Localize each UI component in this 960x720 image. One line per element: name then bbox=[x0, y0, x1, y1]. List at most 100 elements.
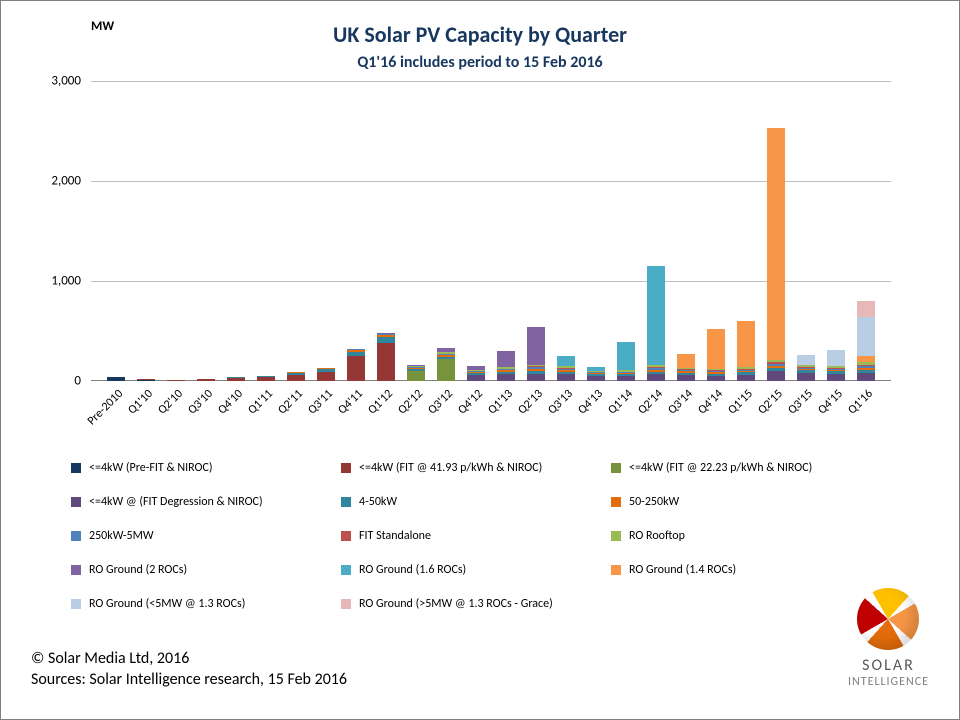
legend-item: FIT Standalone bbox=[341, 519, 611, 553]
legend-label: RO Ground (2 ROCs) bbox=[89, 563, 187, 577]
bar-segment bbox=[797, 355, 815, 365]
bar-segment bbox=[707, 370, 725, 371]
legend-item: RO Rooftop bbox=[611, 519, 881, 553]
bar bbox=[467, 366, 485, 381]
legend-swatch-icon bbox=[341, 463, 351, 473]
legend-label: RO Rooftop bbox=[629, 529, 685, 543]
bar-segment bbox=[557, 356, 575, 366]
legend-label: 4-50kW bbox=[359, 495, 397, 509]
bar bbox=[347, 349, 365, 381]
bar-segment bbox=[677, 354, 695, 368]
bar-segment bbox=[437, 357, 455, 359]
bar bbox=[557, 356, 575, 381]
bar-segment bbox=[737, 371, 755, 373]
legend-swatch-icon bbox=[71, 565, 81, 575]
logo: SOLAR INTELLIGENCE bbox=[848, 588, 929, 689]
logo-text-2: INTELLIGENCE bbox=[848, 675, 929, 689]
x-tick-label: Q3'10 bbox=[186, 387, 216, 417]
bar-segment bbox=[737, 369, 755, 370]
bar bbox=[497, 351, 515, 381]
bar bbox=[587, 367, 605, 382]
legend-item: RO Ground (1.6 ROCs) bbox=[341, 553, 611, 587]
y-tick-label: 1,000 bbox=[21, 274, 81, 289]
bar-segment bbox=[767, 371, 785, 381]
bar-segment bbox=[617, 376, 635, 381]
bar-segment bbox=[677, 369, 695, 370]
bar-segment bbox=[707, 374, 725, 376]
x-tick-label: Q4'11 bbox=[336, 387, 366, 417]
bar-segment bbox=[287, 372, 305, 373]
legend-item: RO Ground (1.4 ROCs) bbox=[611, 553, 881, 587]
bar-segment bbox=[827, 369, 845, 370]
bar-segment bbox=[737, 375, 755, 381]
x-tick-label: Q2'13 bbox=[516, 387, 546, 417]
bar-segment bbox=[347, 352, 365, 356]
copyright: © Solar Media Ltd, 2016 bbox=[31, 649, 347, 670]
x-tick-label: Q2'11 bbox=[276, 387, 306, 417]
bar-segment bbox=[857, 362, 875, 365]
bar-segment bbox=[647, 367, 665, 368]
x-tick-label: Q4'12 bbox=[456, 387, 486, 417]
x-tick-label: Q2'12 bbox=[396, 387, 426, 417]
x-tick-label: Q3'13 bbox=[546, 387, 576, 417]
bar-segment bbox=[407, 366, 425, 367]
bar-segment bbox=[587, 374, 605, 376]
bar-segment bbox=[347, 349, 365, 350]
bar-segment bbox=[827, 366, 845, 368]
x-tick-label: Q3'15 bbox=[786, 387, 816, 417]
bar-segment bbox=[587, 371, 605, 372]
bar bbox=[167, 380, 185, 382]
bar-segment bbox=[287, 375, 305, 381]
sources: Sources: Solar Intelligence research, 15… bbox=[31, 670, 347, 691]
bar-segment bbox=[557, 372, 575, 374]
legend-item: <=4kW @ (FIT Degression & NIROC) bbox=[71, 485, 341, 519]
bar bbox=[137, 380, 155, 382]
legend-item: <=4kW (FIT @ 22.23 p/kWh & NIROC) bbox=[611, 451, 881, 485]
bar-segment bbox=[497, 367, 515, 369]
legend-item: 250kW-5MW bbox=[71, 519, 341, 553]
legend-swatch-icon bbox=[71, 599, 81, 609]
bar-segment bbox=[557, 368, 575, 369]
bar bbox=[377, 333, 395, 381]
bar bbox=[677, 354, 695, 382]
bar-segment bbox=[827, 370, 845, 372]
x-tick-label: Q4'13 bbox=[576, 387, 606, 417]
legend-item: <=4kW (Pre-FIT & NIROC) bbox=[71, 451, 341, 485]
bar-segment bbox=[407, 367, 425, 369]
bar-segment bbox=[647, 368, 665, 370]
bar bbox=[737, 321, 755, 382]
x-tick-label: Q4'10 bbox=[216, 387, 246, 417]
bar-segment bbox=[737, 372, 755, 375]
x-axis-labels: Pre-2010Q1'10Q2'10Q3'10Q4'10Q1'11Q2'11Q3… bbox=[91, 383, 891, 443]
bar-segment bbox=[647, 374, 665, 381]
bar-segment bbox=[737, 321, 755, 367]
bar-segment bbox=[737, 370, 755, 371]
bar-segment bbox=[527, 371, 545, 374]
bar-segment bbox=[497, 370, 515, 372]
bar bbox=[287, 372, 305, 381]
bar-segment bbox=[587, 373, 605, 374]
bar-segment bbox=[377, 334, 395, 335]
bar-segment bbox=[107, 377, 125, 381]
bar-segment bbox=[377, 343, 395, 381]
bar-segment bbox=[857, 365, 875, 367]
bar-segment bbox=[407, 368, 425, 369]
y-tick-label: 2,000 bbox=[21, 174, 81, 189]
y-tick-label: 3,000 bbox=[21, 74, 81, 89]
bar-segment bbox=[347, 356, 365, 381]
bar-segment bbox=[617, 370, 635, 372]
bar-segment bbox=[797, 368, 815, 369]
bar-segment bbox=[767, 360, 785, 363]
legend-swatch-icon bbox=[611, 463, 621, 473]
bar-segment bbox=[437, 359, 455, 381]
bar-segment bbox=[527, 327, 545, 365]
legend-swatch-icon bbox=[71, 463, 81, 473]
bar bbox=[257, 376, 275, 382]
bar bbox=[767, 128, 785, 382]
bar-segment bbox=[377, 335, 395, 337]
x-tick-label: Q1'13 bbox=[486, 387, 516, 417]
bar bbox=[227, 377, 245, 381]
bar-segment bbox=[797, 373, 815, 381]
legend-item: 4-50kW bbox=[341, 485, 611, 519]
bar-segment bbox=[647, 266, 665, 365]
